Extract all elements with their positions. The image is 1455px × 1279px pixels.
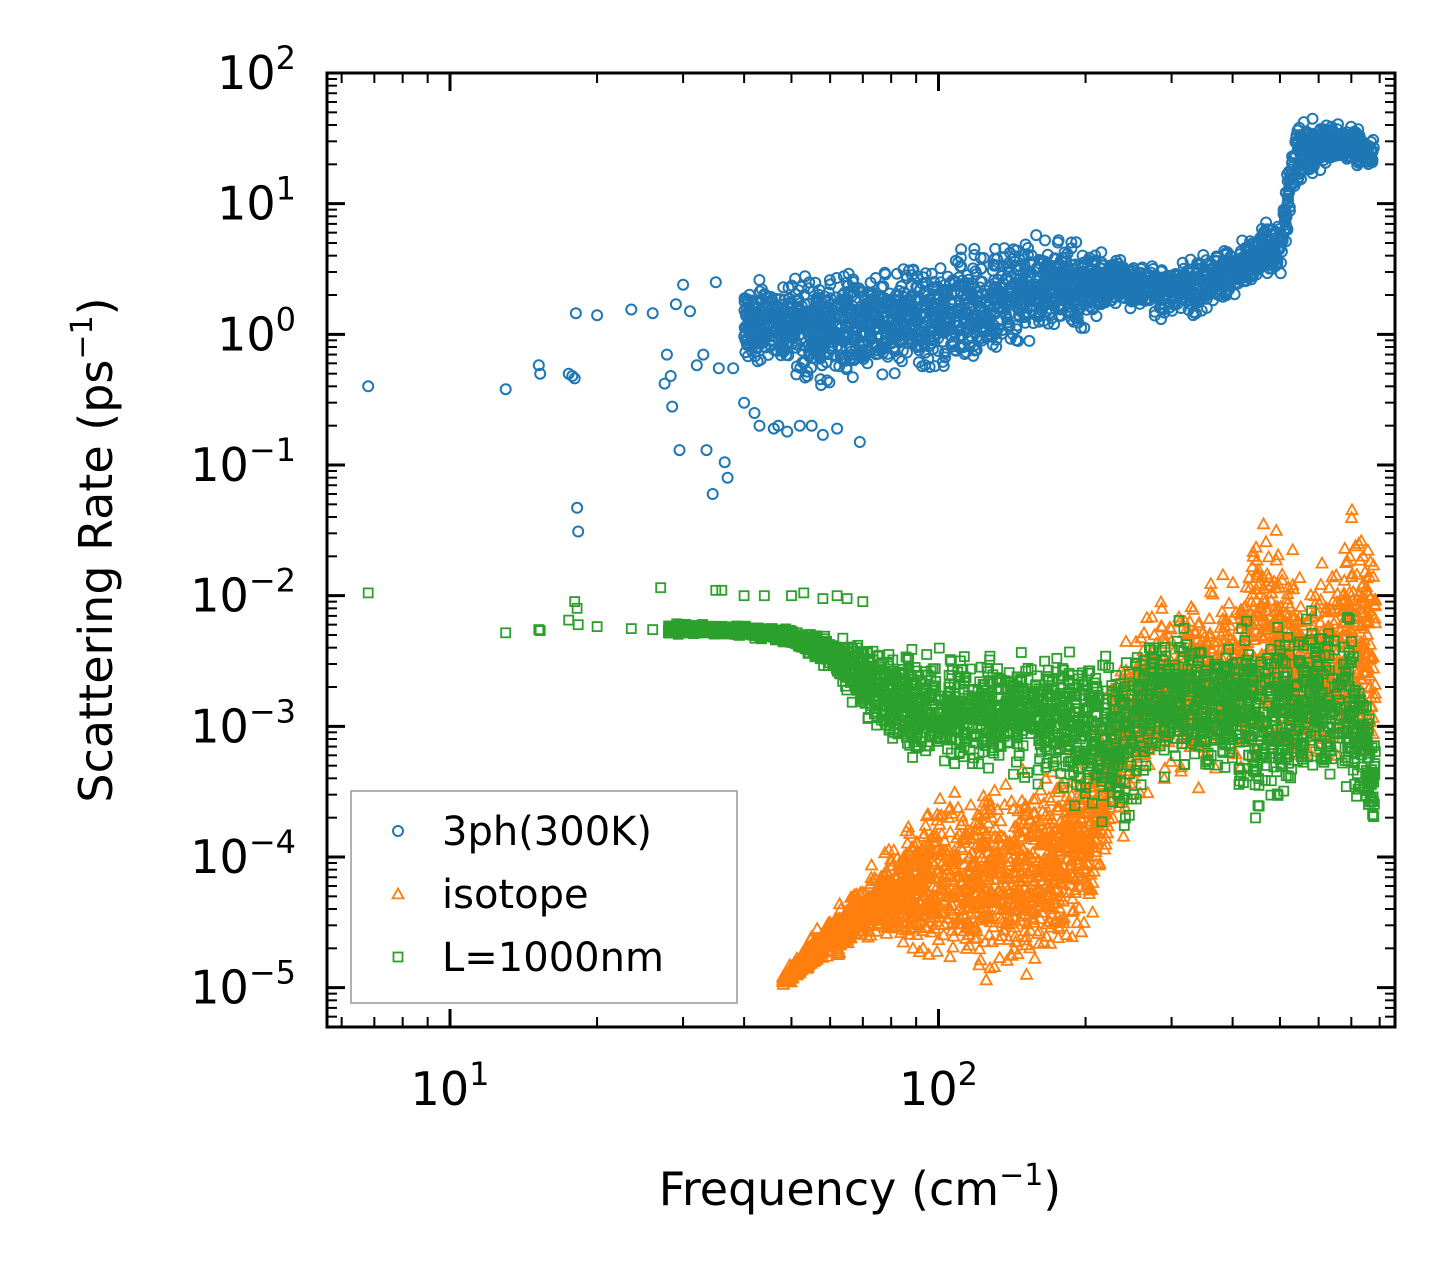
- data-point: [790, 368, 803, 381]
- data-point: [1332, 118, 1344, 131]
- data-point: [1030, 229, 1043, 242]
- data-point: [879, 268, 892, 281]
- data-point: [837, 294, 850, 307]
- data-point: [1013, 309, 1025, 322]
- plot-area: [362, 112, 1383, 990]
- data-point: [846, 371, 859, 384]
- data-point: [823, 274, 836, 287]
- data-point: [1281, 198, 1294, 210]
- data-point: [1019, 316, 1032, 329]
- data-point: [814, 373, 827, 386]
- data-point: [922, 352, 935, 365]
- data-point: [801, 370, 814, 383]
- data-point: [888, 367, 901, 380]
- data-point: [1021, 248, 1034, 261]
- data-point: [1065, 313, 1078, 326]
- data-point: [1080, 303, 1093, 316]
- data-point: [1039, 234, 1051, 247]
- data-point: [977, 252, 990, 264]
- data-point: [1095, 246, 1108, 259]
- data-point: [1065, 236, 1078, 249]
- series-3ph-300k-: [362, 112, 1380, 538]
- data-point: [975, 262, 987, 275]
- data-point: [891, 267, 903, 280]
- data-point: [929, 360, 941, 373]
- data-point: [923, 361, 936, 373]
- data-point: [919, 346, 932, 359]
- data-point: [901, 346, 913, 359]
